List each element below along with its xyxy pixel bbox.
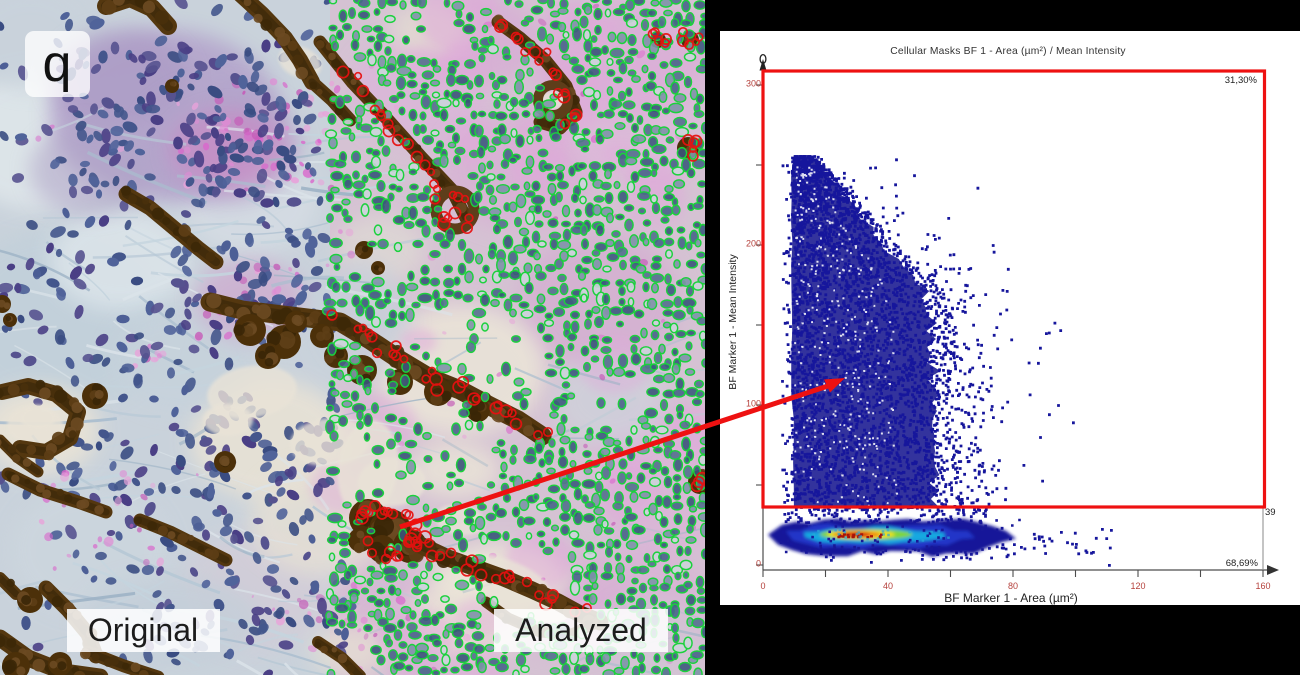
svg-text:BF Marker 1 - Area (µm²): BF Marker 1 - Area (µm²) [944,591,1078,605]
svg-text:160: 160 [1255,581,1270,591]
svg-text:Cellular Masks BF 1 - Area (µm: Cellular Masks BF 1 - Area (µm²) / Mean … [890,46,1126,57]
svg-text:40: 40 [883,581,893,591]
svg-text:0: 0 [756,559,761,569]
svg-text:q: q [43,35,72,93]
svg-text:120: 120 [1130,581,1145,591]
svg-text:39: 39 [1265,507,1276,518]
svg-text:68,69%: 68,69% [1226,558,1259,569]
svg-text:BF Marker 1 - Mean Intensity: BF Marker 1 - Mean Intensity [727,254,739,390]
svg-text:300: 300 [746,79,761,89]
svg-text:0: 0 [760,581,765,591]
svg-text:31,30%: 31,30% [1225,75,1258,86]
svg-text:Original: Original [88,612,198,648]
svg-text:80: 80 [1008,581,1018,591]
svg-text:100: 100 [746,399,761,409]
svg-text:Analyzed: Analyzed [515,612,647,648]
svg-text:200: 200 [746,239,761,249]
